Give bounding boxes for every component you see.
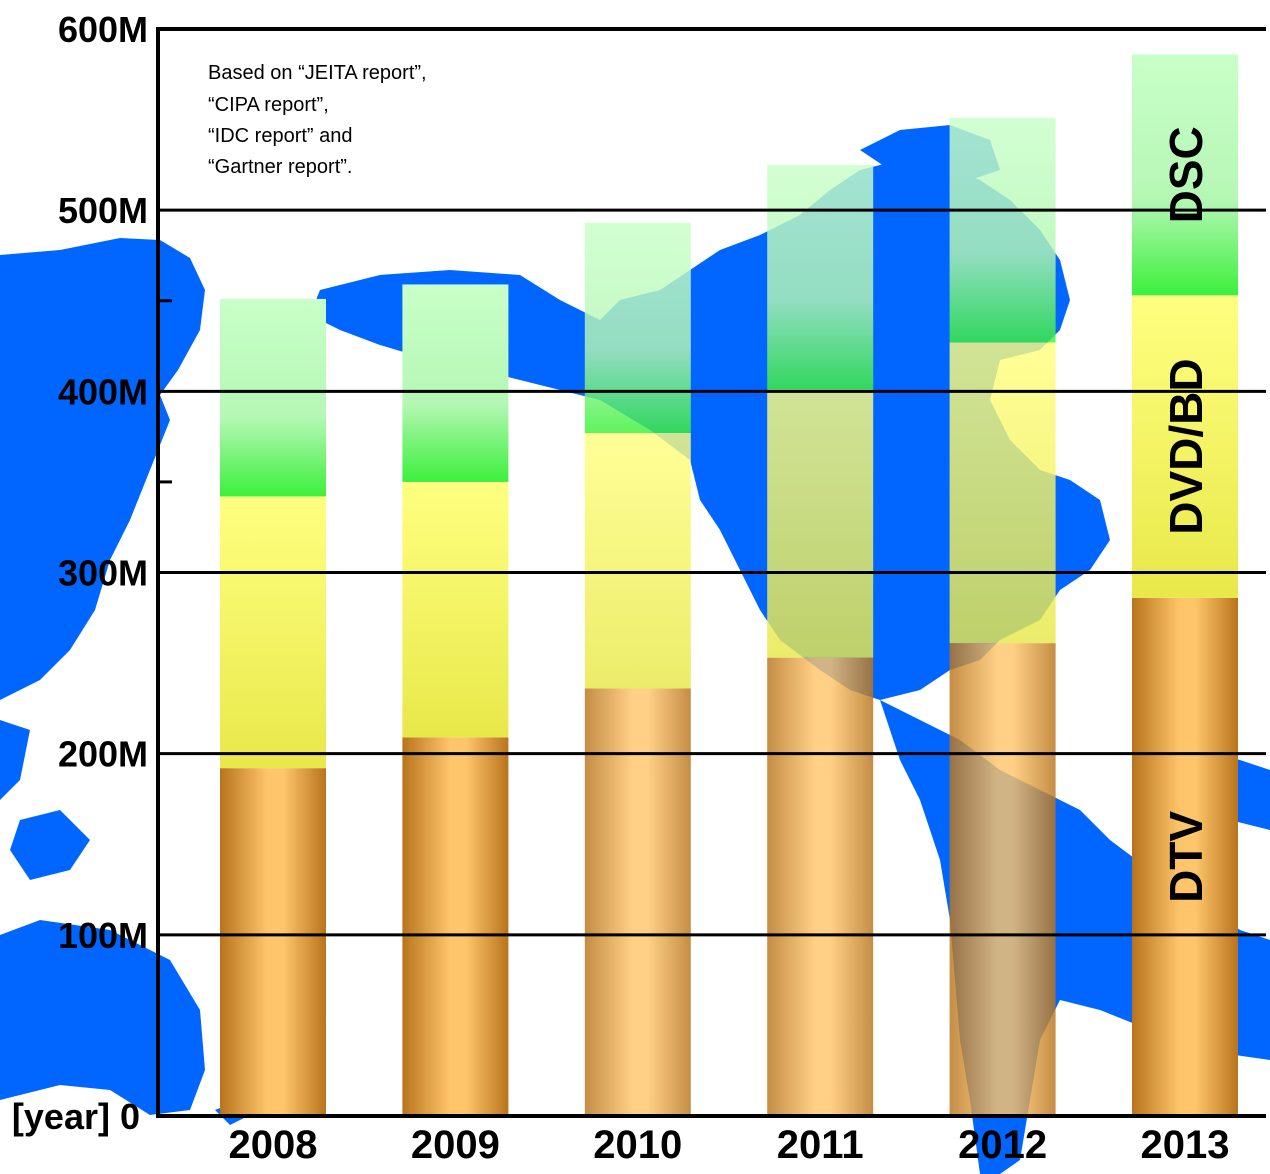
- bar-dtv-2010: [584, 688, 691, 1116]
- series-labels: DTV DVD/BD DSC: [1160, 126, 1212, 903]
- x-tick-label: 2011: [777, 1123, 864, 1167]
- bar-dvd-bd-2008: [220, 496, 326, 769]
- x-tick-label: 2010: [593, 1123, 682, 1167]
- bar-dtv-2012: [949, 643, 1056, 1116]
- x-tick-label: 2013: [1141, 1123, 1230, 1167]
- y-tick-label: 200M: [58, 734, 148, 775]
- source-note-line: “IDC report” and: [208, 125, 353, 147]
- x-tick-label: 2009: [411, 1123, 500, 1167]
- y-tick-label: 400M: [58, 371, 148, 412]
- bar-dvd-bd-2009: [402, 481, 509, 738]
- bar-dsc-2013: [1132, 54, 1238, 296]
- bar-dtv-2009: [402, 737, 509, 1116]
- bars-layer: [220, 54, 1238, 1116]
- gridlines: [158, 208, 1266, 937]
- bar-dsc-2009: [402, 284, 509, 482]
- bar-dvd-bd-2011: [767, 389, 874, 658]
- series-label-dvd-bd: DVD/BD: [1160, 358, 1212, 534]
- bar-dvd-bd-2010: [584, 433, 691, 689]
- source-note-line: “CIPA report”,: [208, 94, 329, 116]
- series-label-dtv: DTV: [1160, 811, 1212, 903]
- y-tick-label: 500M: [58, 190, 148, 231]
- y-tick-label: 300M: [58, 553, 148, 594]
- y-axis-labels: [year] 0 100M 200M 300M 400M 500M 600M: [12, 9, 148, 1137]
- bar-dtv-2008: [220, 768, 326, 1116]
- bar-dvd-bd-2012: [949, 342, 1056, 644]
- bar-dsc-2008: [220, 298, 326, 497]
- bar-dsc-2011: [767, 164, 874, 390]
- y-tick-label: 600M: [58, 9, 148, 50]
- x-tick-label: 2008: [229, 1123, 318, 1167]
- bar-dsc-2010: [584, 222, 691, 434]
- x-axis-labels: 2008 2009 2010 2011 2012 2013: [229, 1123, 1230, 1167]
- bar-dtv-2013: [1132, 597, 1238, 1116]
- bar-dvd-bd-2013: [1132, 295, 1238, 598]
- y-tick-label: 100M: [58, 915, 148, 956]
- x-tick-label: 2012: [958, 1123, 1047, 1167]
- y-tick-label: [year] 0: [12, 1096, 140, 1137]
- series-label-dsc: DSC: [1160, 126, 1212, 223]
- source-note-line: Based on “JEITA report”,: [208, 62, 427, 84]
- source-note: Based on “JEITA report”, “CIPA report”, …: [208, 62, 432, 178]
- bar-dsc-2012: [949, 117, 1056, 343]
- source-note-line: “Gartner report”.: [208, 156, 352, 178]
- bar-dtv-2011: [767, 657, 874, 1116]
